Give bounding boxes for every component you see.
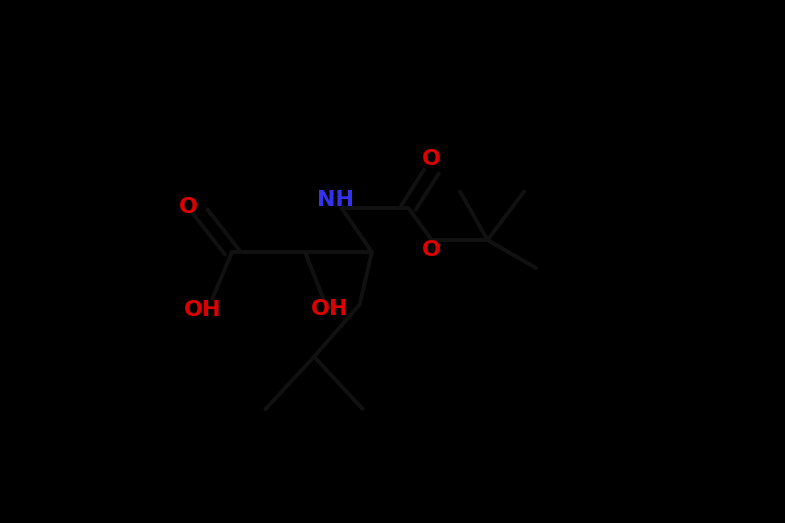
Text: OH: OH bbox=[311, 299, 348, 319]
Text: NH: NH bbox=[317, 190, 354, 210]
Text: O: O bbox=[179, 197, 198, 217]
Text: OH: OH bbox=[184, 300, 221, 321]
Text: O: O bbox=[422, 240, 441, 260]
Text: O: O bbox=[422, 150, 441, 169]
